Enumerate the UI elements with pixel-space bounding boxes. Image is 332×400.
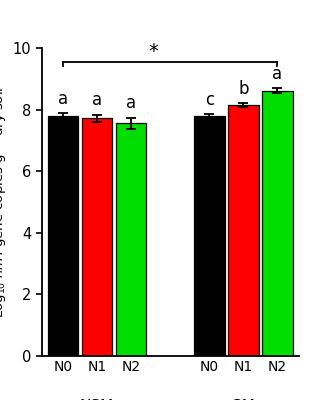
Text: a: a xyxy=(126,94,136,112)
Text: a: a xyxy=(58,90,68,108)
Text: *: * xyxy=(148,42,158,61)
Bar xyxy=(48,116,78,356)
Bar xyxy=(82,118,112,356)
Text: b: b xyxy=(238,80,249,98)
Text: c: c xyxy=(205,91,214,109)
Bar xyxy=(262,90,292,356)
Bar xyxy=(228,105,259,356)
Text: a: a xyxy=(92,91,102,109)
Bar xyxy=(116,124,146,356)
Y-axis label: Log$_{10}$ $nifH$ gene copies g$^{-1}$ dry soil: Log$_{10}$ $nifH$ gene copies g$^{-1}$ d… xyxy=(0,86,10,318)
Bar xyxy=(194,116,225,356)
Text: NSM: NSM xyxy=(80,399,114,400)
Text: SM: SM xyxy=(232,399,255,400)
Text: a: a xyxy=(272,65,282,83)
